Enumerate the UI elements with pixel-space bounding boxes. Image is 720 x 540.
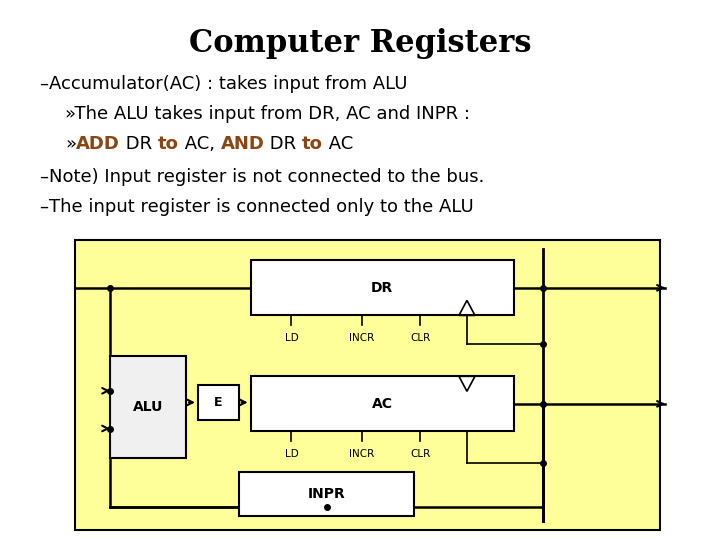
Text: AC: AC [372, 397, 392, 411]
Text: INPR: INPR [307, 487, 346, 501]
Bar [239, 472, 414, 516]
Text: CLR: CLR [410, 449, 431, 460]
Bar [251, 260, 514, 315]
Text: »: » [65, 135, 76, 153]
Text: CLR: CLR [410, 333, 431, 343]
Bar [198, 385, 239, 420]
Text: LD: LD [284, 449, 298, 460]
Text: –Accumulator(AC) : takes input from ALU: –Accumulator(AC) : takes input from ALU [40, 75, 408, 93]
Text: –Note) Input register is not connected to the bus.: –Note) Input register is not connected t… [40, 168, 485, 186]
Text: AC: AC [323, 135, 354, 153]
Text: –The input register is connected only to the ALU: –The input register is connected only to… [40, 198, 474, 216]
Text: DR: DR [371, 281, 393, 295]
Bar [251, 376, 514, 431]
Text: ALU: ALU [133, 400, 163, 414]
Text: ADD: ADD [76, 135, 120, 153]
Text: »The ALU takes input from DR, AC and INPR :: »The ALU takes input from DR, AC and INP… [65, 105, 470, 123]
Text: LD: LD [284, 333, 298, 343]
Text: AND: AND [220, 135, 264, 153]
Text: AC,: AC, [179, 135, 220, 153]
Text: DR: DR [120, 135, 158, 153]
Text: Computer Registers: Computer Registers [189, 28, 531, 59]
Text: E: E [214, 396, 222, 409]
Bar [110, 356, 186, 457]
Bar [75, 240, 660, 530]
Text: to: to [302, 135, 323, 153]
Text: INCR: INCR [349, 333, 374, 343]
Text: INCR: INCR [349, 449, 374, 460]
Text: DR: DR [264, 135, 302, 153]
Text: to: to [158, 135, 179, 153]
